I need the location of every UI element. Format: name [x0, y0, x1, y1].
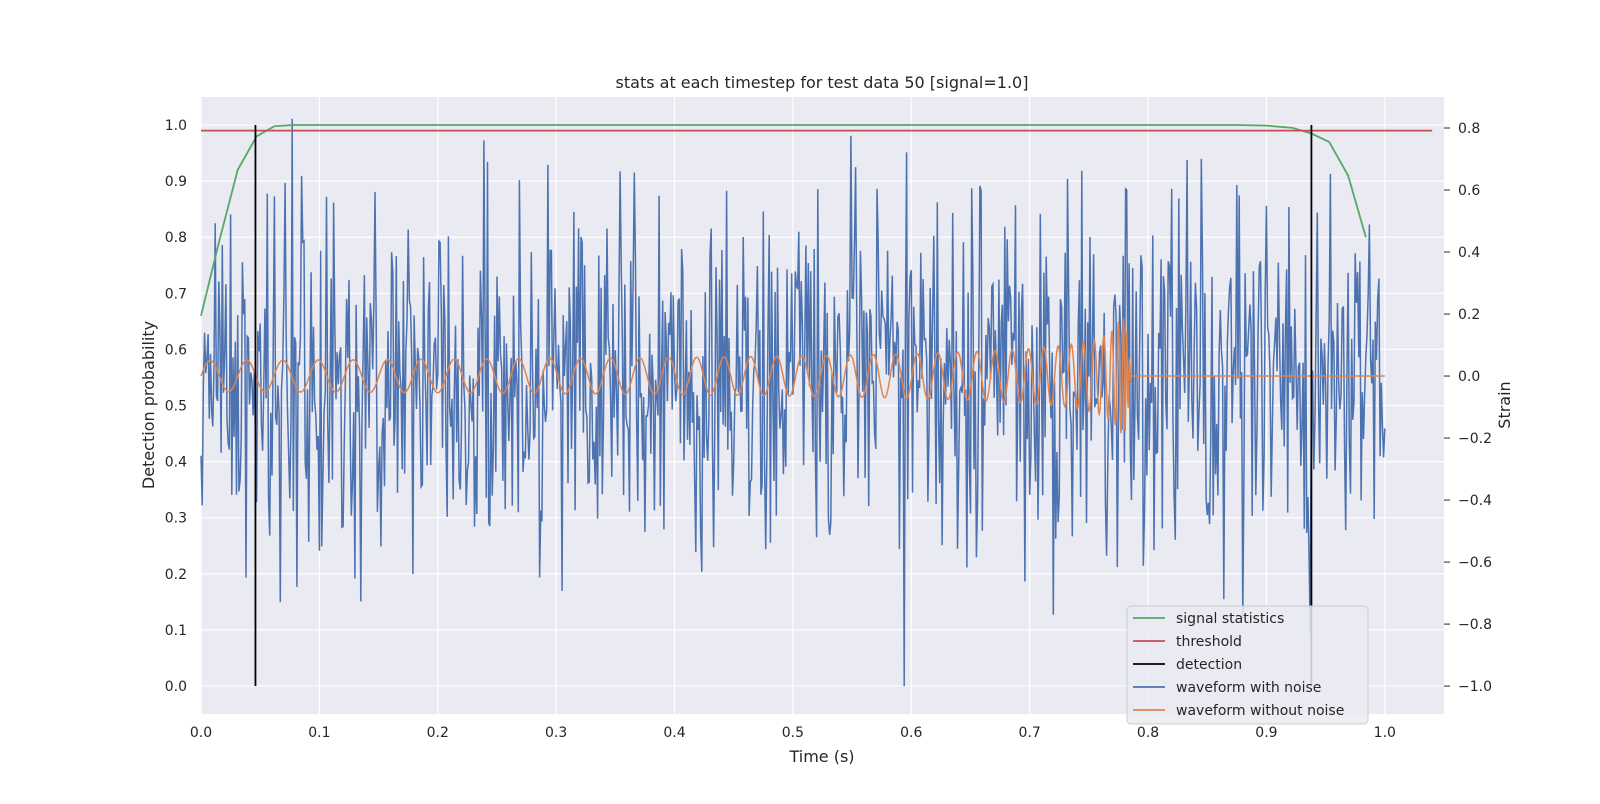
y2-tick-label: 0.8	[1458, 121, 1480, 137]
legend-label: waveform with noise	[1176, 680, 1321, 696]
x-tick-label: 0.3	[545, 725, 567, 741]
y-tick-label: 0.0	[165, 679, 187, 695]
series-layer	[200, 118, 1433, 687]
x-tick-label: 0.1	[308, 725, 330, 741]
y2-axis-label: Strain	[1495, 381, 1514, 428]
y-tick-label: 0.9	[165, 174, 187, 190]
y2-tick-label: 0.6	[1458, 183, 1480, 199]
series-waveform-without-noise	[200, 318, 1385, 434]
legend-label: waveform without noise	[1176, 703, 1344, 719]
y-tick-label: 0.4	[165, 455, 187, 471]
y2-tick-label: −1.0	[1458, 679, 1492, 695]
y-axis-label: Detection probability	[139, 321, 158, 489]
x-axis-label: Time (s)	[788, 747, 854, 766]
legend: signal statistics threshold detection wavef…	[1126, 605, 1369, 725]
y-tick-label: 0.6	[165, 342, 187, 358]
y2-tick-label: −0.8	[1458, 617, 1492, 633]
y-tick-label: 0.5	[165, 399, 187, 415]
y-tick-label: 0.3	[165, 511, 187, 527]
x-tick-label: 0.5	[782, 725, 804, 741]
x-tick-label: 0.9	[1255, 725, 1277, 741]
legend-box	[1126, 605, 1369, 725]
x-tick-label: 0.4	[663, 725, 685, 741]
series-waveform-with-noise	[200, 118, 1386, 687]
y-tick-label: 0.1	[165, 623, 187, 639]
x-tick-label: 0.8	[1137, 725, 1159, 741]
y2-tick-label: 0.2	[1458, 307, 1480, 323]
axes-layer: 0.0 0.1 0.2 0.3 0.4 0.5 0.6 0.7 0.8 0.9 1.0 0.0 0.1 0…	[165, 118, 1492, 741]
x-tick-label: 0.7	[1019, 725, 1041, 741]
chart-title: stats at each timestep for test data 50 …	[616, 73, 1029, 92]
y-tick-label: 0.7	[165, 286, 187, 302]
x-tick-label: 0.0	[190, 725, 212, 741]
y2-tick-label: 0.4	[1458, 245, 1480, 261]
y-tick-label: 0.8	[165, 230, 187, 246]
y2-tick-label: −0.4	[1458, 493, 1492, 509]
y2-tick-label: −0.2	[1458, 431, 1492, 447]
y-tick-label: 1.0	[165, 118, 187, 134]
legend-label: detection	[1176, 657, 1242, 673]
y-tick-label: 0.2	[165, 567, 187, 583]
y2-tick-label: −0.6	[1458, 555, 1492, 571]
y2-tick-label: 0.0	[1458, 369, 1480, 385]
x-tick-label: 1.0	[1374, 725, 1396, 741]
legend-label: signal statistics	[1176, 611, 1284, 627]
series-signal-statistics	[200, 124, 1367, 317]
legend-label: threshold	[1176, 634, 1242, 650]
x-tick-label: 0.6	[900, 725, 922, 741]
x-tick-label: 0.2	[427, 725, 449, 741]
